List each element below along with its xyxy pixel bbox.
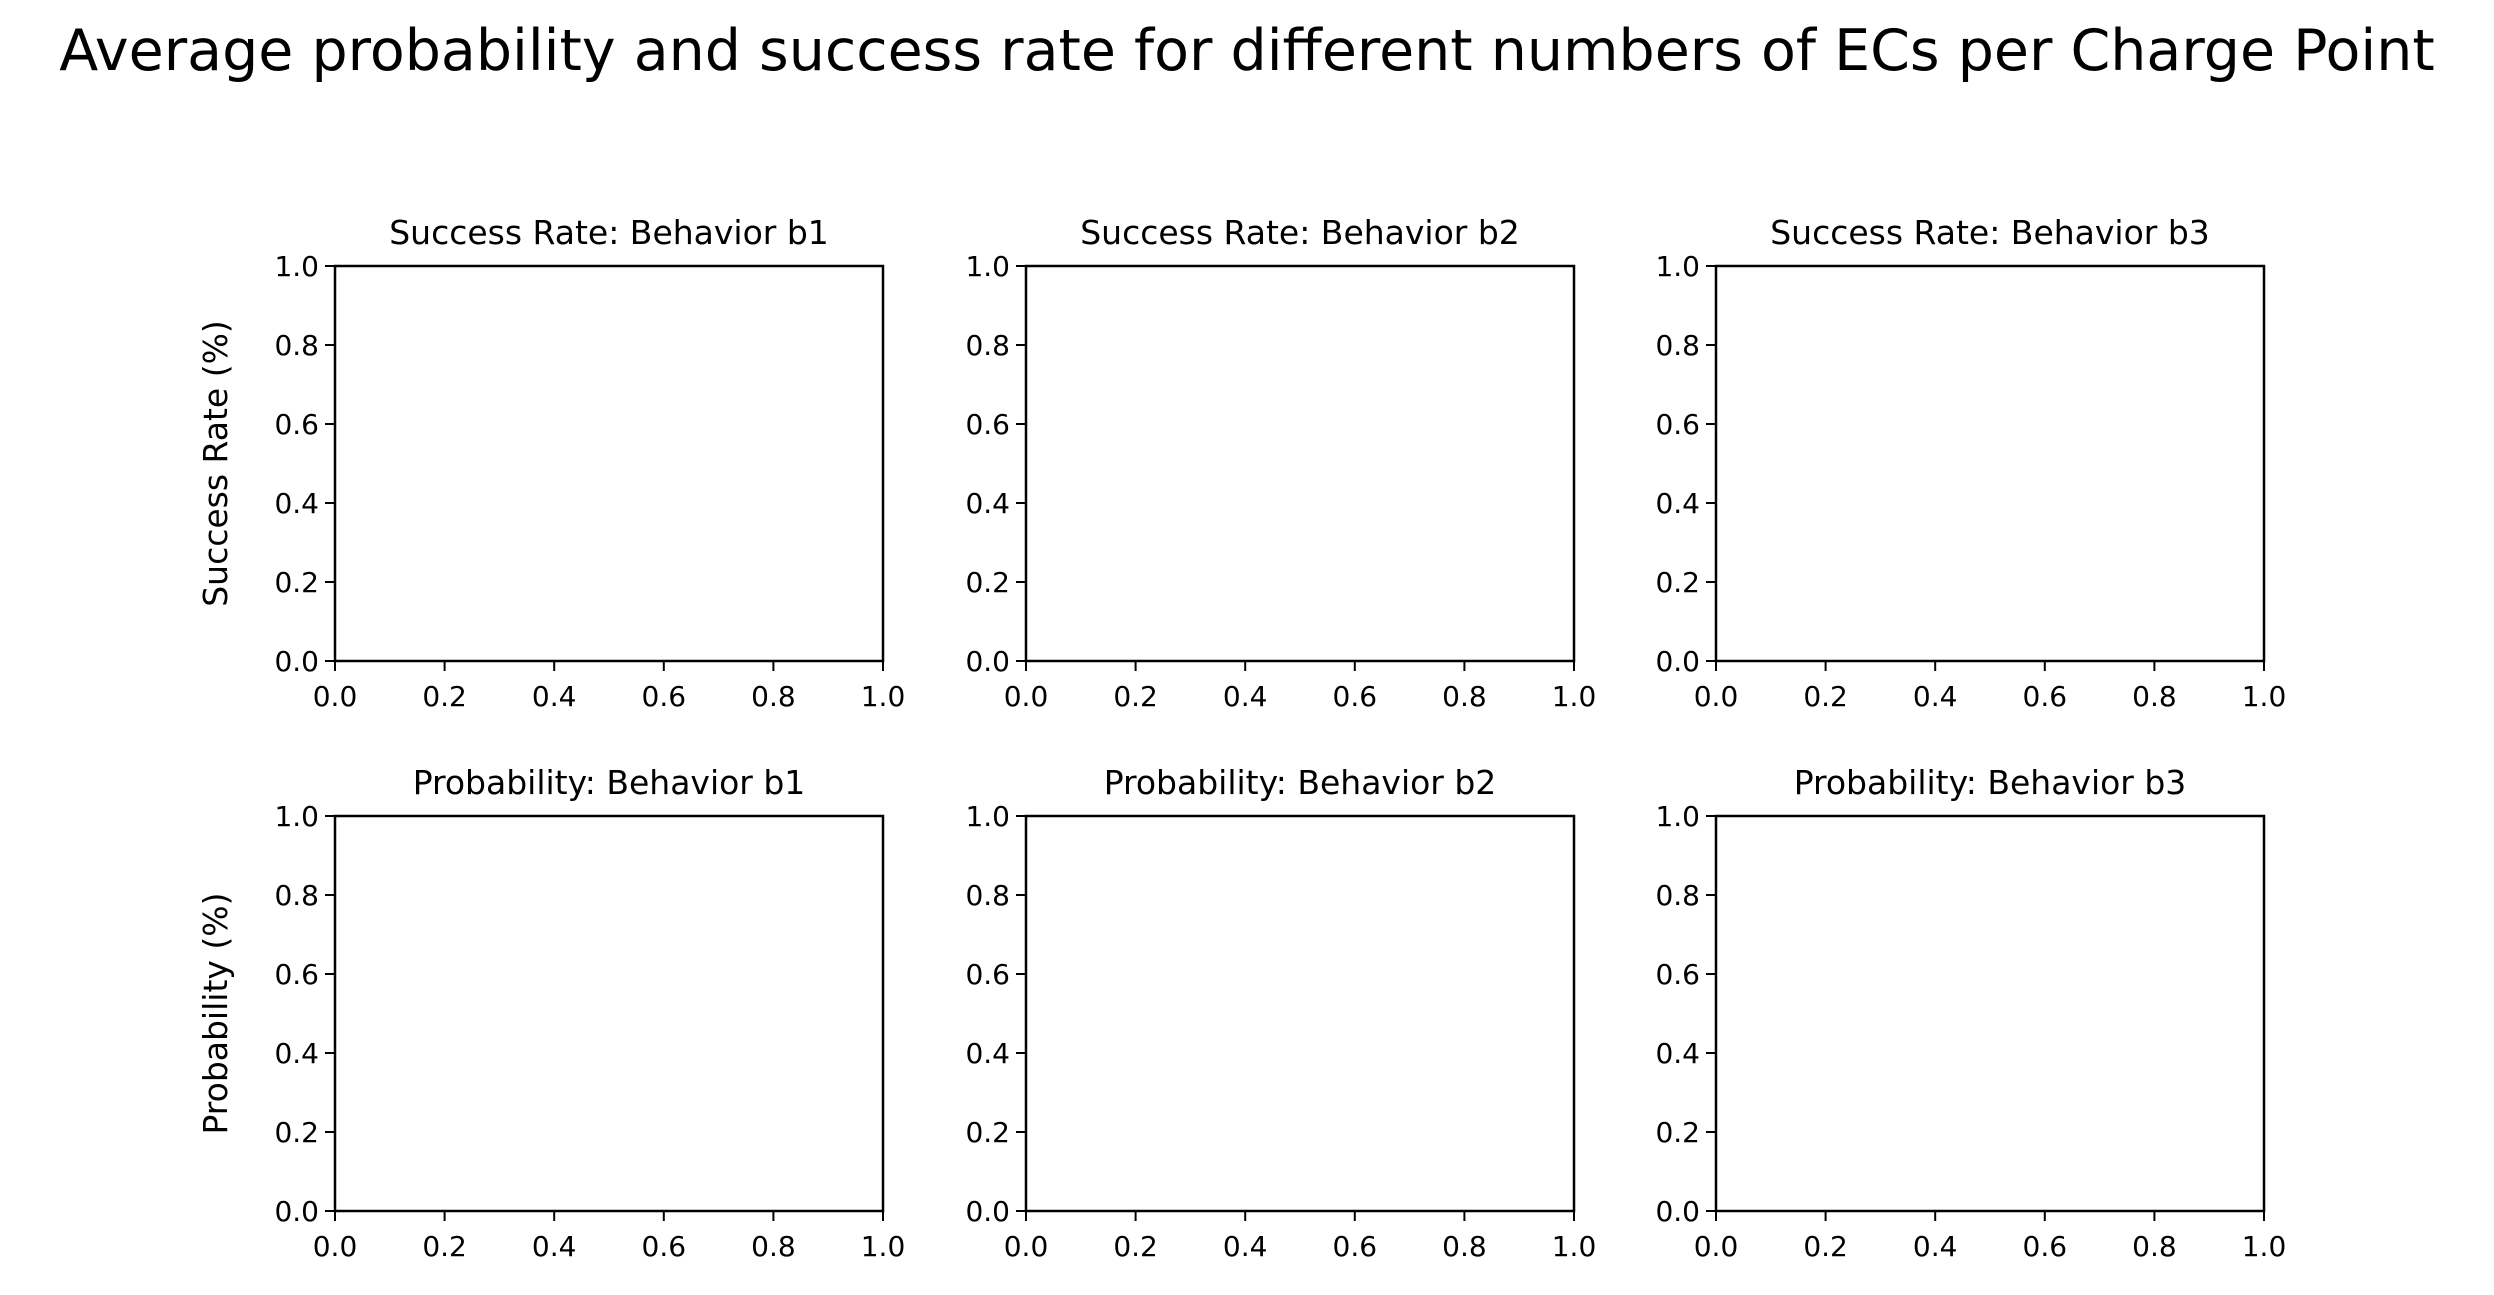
y-tick-label: 0.6 (965, 958, 1010, 991)
y-tick-label: 0.2 (965, 566, 1010, 599)
y-tick-label: 0.4 (1655, 1037, 1700, 1070)
x-tick-label: 0.4 (532, 680, 577, 713)
x-tick-label: 1.0 (1552, 680, 1597, 713)
y-tick-label: 0.0 (274, 645, 319, 678)
subplot-title: Success Rate: Behavior b1 (389, 213, 829, 252)
y-tick-label: 0.2 (1655, 566, 1700, 599)
x-tick-label: 1.0 (2242, 680, 2287, 713)
y-axis-label: Probability (%) (196, 892, 235, 1134)
x-tick-label: 0.2 (1803, 680, 1848, 713)
x-tick-label: 0.0 (1694, 680, 1739, 713)
subplot-title: Probability: Behavior b1 (413, 763, 806, 802)
x-tick-label: 1.0 (1552, 1230, 1597, 1263)
y-tick-label: 1.0 (274, 250, 319, 283)
x-tick-label: 0.4 (1223, 680, 1268, 713)
y-tick-label: 0.6 (965, 408, 1010, 441)
axes-frame (1024, 264, 1576, 663)
subplot-6: Probability: Behavior b3 0.0 0.2 0.4 0.6 0.8 1… (1655, 763, 2286, 1263)
y-tick-label: 0.8 (274, 879, 319, 912)
subplot-3: Success Rate: Behavior b3 0.0 0.2 0.4 0.6 0.8… (1655, 213, 2286, 713)
y-tick-label: 1.0 (1655, 250, 1700, 283)
x-tick-label: 1.0 (861, 1230, 906, 1263)
subplot-5: Probability: Behavior b2 0.0 0.2 0.4 0.6 0.8 1… (965, 763, 1596, 1263)
x-tick-label: 0.8 (1442, 680, 1487, 713)
x-tick-label: 0.2 (422, 1230, 467, 1263)
x-tick-label: 0.4 (532, 1230, 577, 1263)
y-tick-label: 1.0 (274, 800, 319, 833)
x-tick-label: 1.0 (2242, 1230, 2287, 1263)
x-tick-label: 0.4 (1223, 1230, 1268, 1263)
y-tick-label: 0.0 (1655, 1195, 1700, 1228)
y-tick-label: 0.6 (274, 408, 319, 441)
x-tick-label: 0.4 (1913, 1230, 1958, 1263)
y-tick-label: 1.0 (965, 250, 1010, 283)
y-tick-label: 0.0 (965, 1195, 1010, 1228)
y-tick-label: 0.6 (274, 958, 319, 991)
x-tick-label: 0.8 (1442, 1230, 1487, 1263)
x-tick-label: 0.6 (2023, 1230, 2068, 1263)
y-tick-label: 0.2 (274, 1116, 319, 1149)
y-tick-label: 0.8 (1655, 879, 1700, 912)
x-tick-label: 0.2 (1113, 1230, 1158, 1263)
axes-frame (1714, 814, 2266, 1213)
x-tick-label: 0.8 (751, 1230, 796, 1263)
y-tick-label: 0.6 (1655, 408, 1700, 441)
subplot-title: Success Rate: Behavior b3 (1770, 213, 2210, 252)
x-tick-label: 0.0 (313, 1230, 358, 1263)
x-tick-label: 0.8 (2132, 1230, 2177, 1263)
x-tick-label: 0.4 (1913, 680, 1958, 713)
subplot-1: Success Rate: Behavior b1 0.0 0.2 0.4 0.6 0.8… (196, 213, 905, 713)
axes-frame (1024, 814, 1576, 1213)
axes-frame (333, 814, 885, 1213)
y-tick-label: 0.8 (274, 329, 319, 362)
subplot-title: Probability: Behavior b3 (1794, 763, 2187, 802)
subplot-4: Probability: Behavior b1 0.0 0.2 0.4 0.6 0.8 1… (196, 763, 905, 1263)
y-tick-label: 0.2 (1655, 1116, 1700, 1149)
y-tick-label: 0.4 (965, 487, 1010, 520)
x-tick-label: 0.6 (2023, 680, 2068, 713)
x-tick-label: 1.0 (861, 680, 906, 713)
y-tick-label: 0.8 (965, 879, 1010, 912)
x-tick-label: 0.6 (1333, 1230, 1378, 1263)
y-tick-label: 0.8 (1655, 329, 1700, 362)
x-tick-label: 0.0 (1694, 1230, 1739, 1263)
axes-frame (1714, 264, 2266, 663)
y-tick-label: 0.6 (1655, 958, 1700, 991)
x-tick-label: 0.6 (1333, 680, 1378, 713)
x-tick-label: 0.2 (422, 680, 467, 713)
y-tick-label: 1.0 (1655, 800, 1700, 833)
x-tick-label: 0.8 (751, 680, 796, 713)
y-tick-label: 0.8 (965, 329, 1010, 362)
subplot-grid: Success Rate: Behavior b1 0.0 0.2 0.4 0.6 0.8… (196, 213, 2286, 1263)
y-tick-label: 0.2 (965, 1116, 1010, 1149)
x-tick-label: 0.8 (2132, 680, 2177, 713)
x-tick-label: 0.0 (1004, 680, 1049, 713)
figure-title: Average probability and success rate for… (59, 18, 2434, 84)
y-tick-label: 0.4 (274, 487, 319, 520)
subplot-title: Probability: Behavior b2 (1104, 763, 1497, 802)
x-tick-label: 0.2 (1803, 1230, 1848, 1263)
x-tick-label: 0.0 (1004, 1230, 1049, 1263)
y-tick-label: 0.4 (1655, 487, 1700, 520)
y-axis-label: Success Rate (%) (196, 320, 235, 607)
axes-frame (333, 264, 885, 663)
x-tick-label: 0.6 (642, 680, 687, 713)
y-tick-label: 0.4 (965, 1037, 1010, 1070)
y-tick-label: 0.0 (965, 645, 1010, 678)
subplot-title: Success Rate: Behavior b2 (1080, 213, 1520, 252)
y-tick-label: 0.0 (274, 1195, 319, 1228)
y-tick-label: 0.0 (1655, 645, 1700, 678)
y-tick-label: 1.0 (965, 800, 1010, 833)
x-tick-label: 0.2 (1113, 680, 1158, 713)
x-tick-label: 0.6 (642, 1230, 687, 1263)
subplot-2: Success Rate: Behavior b2 0.0 0.2 0.4 0.6 0.8… (965, 213, 1596, 713)
y-tick-label: 0.4 (274, 1037, 319, 1070)
y-tick-label: 0.2 (274, 566, 319, 599)
x-tick-label: 0.0 (313, 680, 358, 713)
